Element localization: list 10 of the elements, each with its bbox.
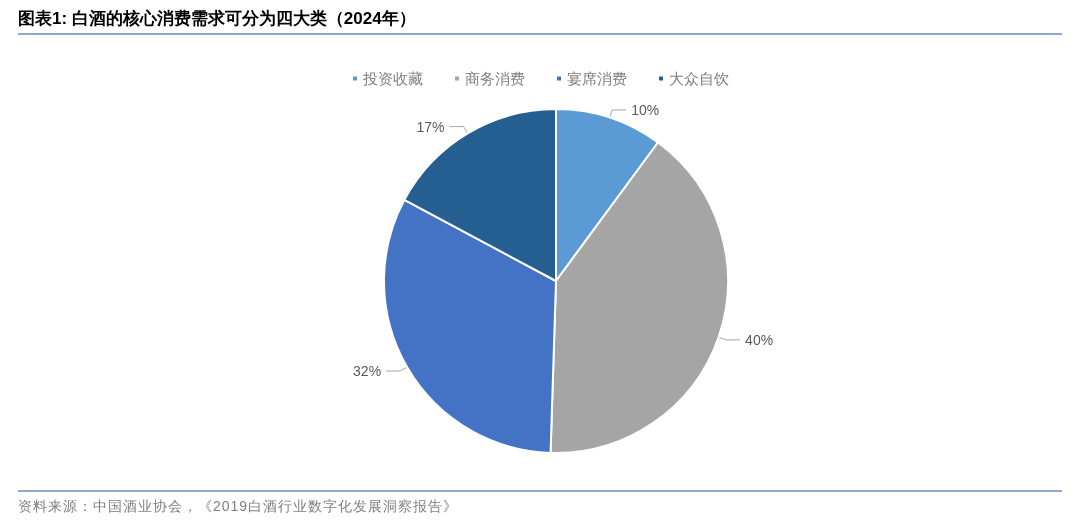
- text: 图表1: 白酒的核心消费需求可分为四大类（2024年）: [18, 6, 1062, 35]
- legend-label: 商务消费: [465, 70, 525, 87]
- data-label: 17%: [416, 118, 445, 135]
- legend-label: 投资收藏: [362, 70, 423, 87]
- data-label: 10%: [631, 101, 660, 118]
- text: 资料来源：中国酒业协会，《2019白酒行业数字化发展洞察报告》: [18, 497, 460, 516]
- data-label: 32%: [353, 363, 382, 379]
- data-label: 40%: [745, 331, 774, 348]
- legend-label: 宴席消费: [567, 70, 627, 87]
- legend-label: 大众自饮: [669, 70, 729, 87]
